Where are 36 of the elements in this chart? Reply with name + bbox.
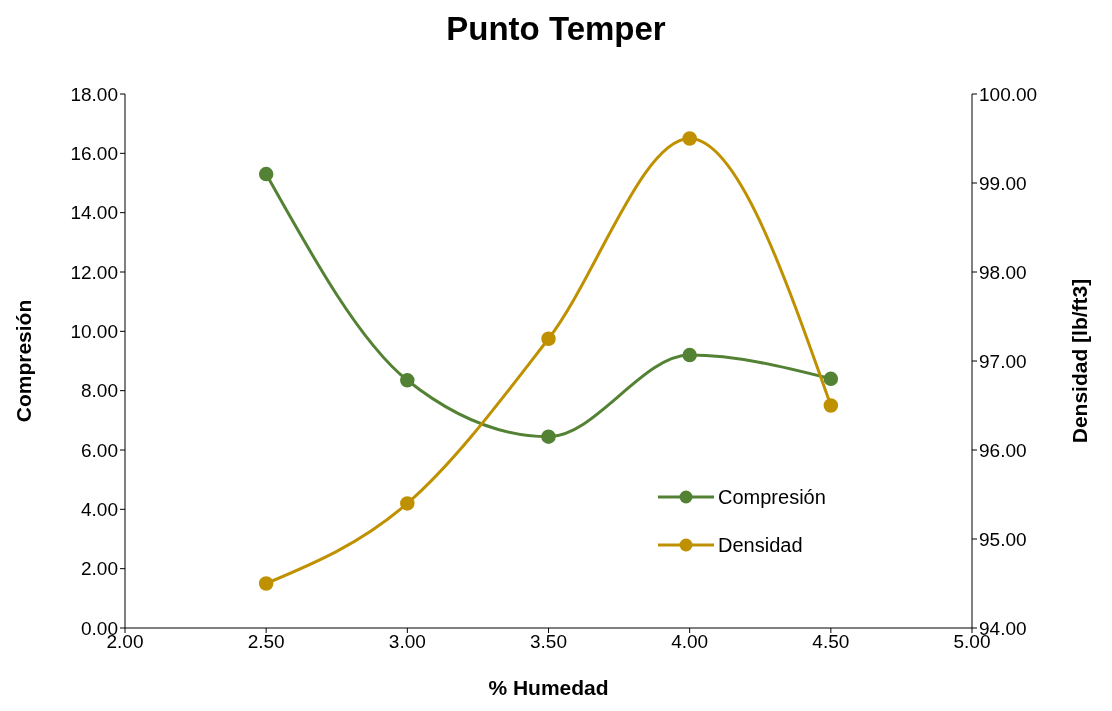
point bbox=[682, 131, 697, 146]
y-tick-label: 6.00 bbox=[81, 439, 118, 461]
point bbox=[682, 347, 697, 363]
x-axis-title: % Humedad bbox=[488, 676, 609, 699]
point bbox=[541, 429, 556, 444]
y-tick-label: 14.00 bbox=[70, 202, 118, 224]
y-axis-title: Compresión bbox=[12, 299, 36, 423]
y-tick-label: 18.00 bbox=[70, 83, 118, 105]
y2-tick-label: 97.00 bbox=[979, 350, 1027, 372]
y2-tick-label: 100.00 bbox=[979, 83, 1038, 105]
y-tick-label: 16.00 bbox=[70, 143, 118, 165]
point bbox=[541, 331, 556, 346]
point bbox=[258, 576, 274, 591]
y-tick-label: 4.00 bbox=[81, 499, 118, 521]
point bbox=[823, 398, 839, 413]
chart-title: Punto Temper bbox=[445, 10, 667, 48]
x-tick-label: 3.00 bbox=[388, 631, 426, 653]
y-tick-label: 8.00 bbox=[81, 380, 118, 402]
x-tick-label: 2.50 bbox=[247, 631, 285, 653]
y2-tick-label: 95.00 bbox=[979, 528, 1027, 550]
y-tick-label: 12.00 bbox=[70, 261, 118, 283]
y-tick-label: 10.00 bbox=[70, 321, 118, 343]
y2-tick-label: 99.00 bbox=[979, 172, 1027, 194]
point bbox=[400, 496, 415, 511]
y2-tick-label: 96.00 bbox=[979, 439, 1027, 461]
point bbox=[400, 373, 415, 388]
legend-label: Densidad bbox=[718, 533, 803, 557]
point bbox=[258, 166, 274, 182]
y-tick-label: 2.00 bbox=[81, 558, 118, 580]
x-tick-label: 3.50 bbox=[530, 631, 567, 653]
legend-label: Compresión bbox=[718, 485, 826, 509]
y2-axis-title: Densidad [lb/ft3] bbox=[1068, 278, 1092, 444]
point bbox=[823, 371, 839, 387]
y2-tick-label: 98.00 bbox=[979, 261, 1027, 283]
x-tick-label: 4.00 bbox=[671, 631, 709, 653]
x-tick-label: 4.50 bbox=[812, 631, 850, 653]
